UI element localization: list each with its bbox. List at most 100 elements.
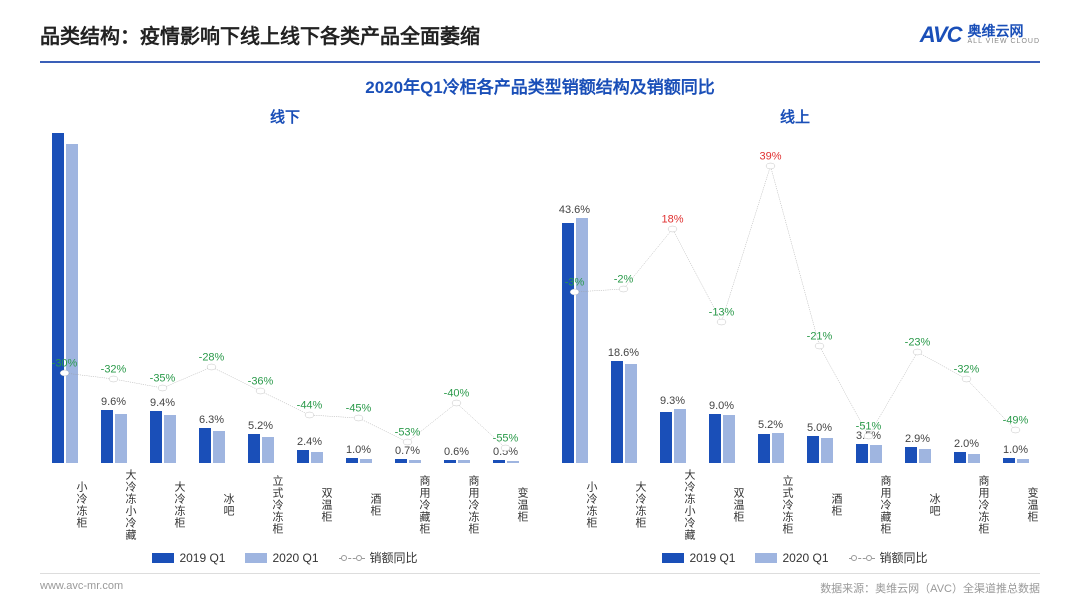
- x-axis-label: 酒柜: [334, 469, 383, 541]
- legend-label: 2020 Q1: [272, 551, 318, 565]
- bar-2019: [297, 450, 309, 463]
- logo-subtext: ALL VIEW CLOUD: [968, 38, 1040, 45]
- bar-2020: [772, 433, 784, 463]
- x-axis-label: 冰吧: [187, 469, 236, 541]
- bar-2019: [346, 458, 358, 464]
- bar-pair: [493, 133, 519, 463]
- category-group: 6.3%: [187, 133, 236, 463]
- bar-2020: [115, 414, 127, 464]
- bar-2019: [52, 133, 64, 463]
- page-title: 品类结构：疫情影响下线上线下各类产品全面萎缩: [40, 20, 480, 49]
- bar-2019: [856, 444, 868, 463]
- bar-2020: [674, 409, 686, 463]
- bar-value-label: 9.3%: [660, 395, 685, 407]
- pct-label: -44%: [297, 399, 323, 411]
- bar-pair: [856, 133, 882, 463]
- pct-label: -28%: [199, 351, 225, 363]
- x-axis-label: 双温柜: [285, 469, 334, 541]
- bar-pair: [709, 133, 735, 463]
- category-group: 0.6%: [432, 133, 481, 463]
- x-axis-label: 大冷冻小冷藏: [89, 469, 138, 541]
- bar-2020: [507, 461, 519, 463]
- bar-2020: [968, 454, 980, 463]
- pct-label: -35%: [150, 372, 176, 384]
- legend-item: 2020 Q1: [755, 551, 828, 565]
- pct-label: -2%: [614, 273, 634, 285]
- x-axis: 小冷冻柜大冷冻小冷藏大冷冻柜冰吧立式冷冻柜双温柜酒柜商用冷藏柜商用冷冻柜变温柜: [40, 469, 530, 541]
- bar-value-label: 1.0%: [346, 444, 371, 456]
- bar-2019: [758, 434, 770, 463]
- bar-pair: [248, 133, 274, 463]
- bar-pair: [807, 133, 833, 463]
- pct-label: -3%: [565, 276, 585, 288]
- bar-value-label: 0.7%: [395, 445, 420, 457]
- bar-2020: [625, 364, 637, 463]
- category-group: 18.6%: [599, 133, 648, 463]
- legend-item: 2019 Q1: [662, 551, 735, 565]
- pct-label: -40%: [444, 387, 470, 399]
- footer: www.avc-mr.com 数据来源：奥维云网（AVC）全渠道推总数据: [40, 573, 1040, 596]
- x-axis-label: 立式冷冻柜: [236, 469, 285, 541]
- bar-pair: [660, 133, 686, 463]
- bar-2020: [311, 452, 323, 463]
- footer-source: 数据来源：奥维云网（AVC）全渠道推总数据: [820, 580, 1040, 596]
- category-group: 3.5%: [844, 133, 893, 463]
- x-axis-label: 商用冷藏柜: [383, 469, 432, 541]
- category-group: 5.2%: [236, 133, 285, 463]
- pct-label: -53%: [395, 426, 421, 438]
- bars-area: 43.6%18.6%9.3%9.0%5.2%5.0%3.5%2.9%2.0%1.…: [550, 133, 1040, 463]
- x-axis-label: 商用冷藏柜: [844, 469, 893, 541]
- charts-row: 线下9.6%9.4%6.3%5.2%2.4%1.0%0.7%0.6%0.5%-3…: [40, 106, 1040, 566]
- legend-swatch-2019: [662, 553, 684, 563]
- bar-pair: [52, 133, 78, 463]
- legend-item: 销额同比: [849, 549, 928, 566]
- bar-2019: [709, 414, 721, 464]
- category-group: 0.5%: [481, 133, 530, 463]
- bar-pair: [444, 133, 470, 463]
- x-axis-label: 变温柜: [481, 469, 530, 541]
- pct-label: -51%: [856, 420, 882, 432]
- slide: 品类结构：疫情影响下线上线下各类产品全面萎缩 AVC 奥维云网 ALL VIEW…: [0, 0, 1080, 608]
- bar-value-label: 0.5%: [493, 446, 518, 458]
- pct-label: -32%: [101, 363, 127, 375]
- bar-value-label: 43.6%: [559, 204, 590, 216]
- bar-2019: [444, 460, 456, 463]
- bar-value-label: 5.0%: [807, 422, 832, 434]
- x-axis-label: 商用冷冻柜: [942, 469, 991, 541]
- legend-line-icon: [849, 553, 875, 563]
- bar-value-label: 2.9%: [905, 433, 930, 445]
- chart-subtitle: 线下: [40, 106, 530, 127]
- category-group: 9.6%: [89, 133, 138, 463]
- category-group: 9.0%: [697, 133, 746, 463]
- legend-label: 2019 Q1: [689, 551, 735, 565]
- bar-2020: [360, 459, 372, 463]
- bar-2019: [562, 223, 574, 463]
- pct-label: -13%: [709, 306, 735, 318]
- bar-2020: [409, 460, 421, 463]
- header: 品类结构：疫情影响下线上线下各类产品全面萎缩 AVC 奥维云网 ALL VIEW…: [40, 20, 1040, 63]
- bar-value-label: 9.6%: [101, 396, 126, 408]
- pct-label: -36%: [248, 375, 274, 387]
- pct-label: -55%: [493, 432, 519, 444]
- category-group: 2.9%: [893, 133, 942, 463]
- category-group: [40, 133, 89, 463]
- pct-label: 18%: [661, 213, 683, 225]
- bar-2019: [807, 436, 819, 464]
- x-axis-label: 酒柜: [795, 469, 844, 541]
- pct-label: -21%: [807, 330, 833, 342]
- legend: 2019 Q1 2020 Q1 销额同比: [550, 549, 1040, 566]
- bar-2019: [611, 361, 623, 463]
- chart-panel: 线下9.6%9.4%6.3%5.2%2.4%1.0%0.7%0.6%0.5%-3…: [40, 106, 530, 566]
- bar-pair: [562, 133, 588, 463]
- bar-2019: [660, 412, 672, 463]
- legend-label: 销额同比: [370, 549, 418, 566]
- category-group: 0.7%: [383, 133, 432, 463]
- plot-area: 43.6%18.6%9.3%9.0%5.2%5.0%3.5%2.9%2.0%1.…: [550, 133, 1040, 463]
- bar-2019: [199, 428, 211, 463]
- logo-mark: AVC: [920, 22, 962, 48]
- category-group: 5.2%: [746, 133, 795, 463]
- x-axis-label: 冰吧: [893, 469, 942, 541]
- bar-value-label: 1.0%: [1003, 444, 1028, 456]
- bar-pair: [150, 133, 176, 463]
- bar-2020: [262, 437, 274, 463]
